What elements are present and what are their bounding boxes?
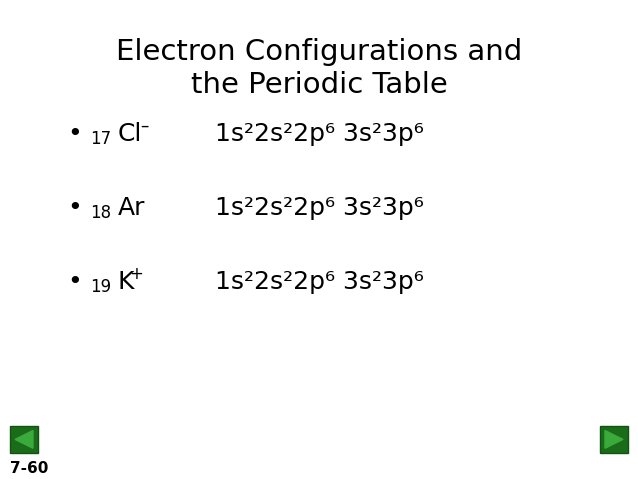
Text: 1s²2s²2p⁶ 3s²3p⁶: 1s²2s²2p⁶ 3s²3p⁶ bbox=[215, 196, 424, 220]
Text: Electron Configurations and: Electron Configurations and bbox=[116, 38, 522, 66]
Text: –: – bbox=[140, 117, 149, 135]
FancyBboxPatch shape bbox=[10, 425, 38, 453]
Text: 1s²2s²2p⁶ 3s²3p⁶: 1s²2s²2p⁶ 3s²3p⁶ bbox=[215, 270, 424, 294]
Polygon shape bbox=[15, 431, 33, 448]
Text: 17: 17 bbox=[90, 129, 111, 148]
FancyBboxPatch shape bbox=[600, 425, 628, 453]
Text: 18: 18 bbox=[90, 204, 111, 222]
Text: +: + bbox=[129, 265, 143, 283]
Text: Cl: Cl bbox=[118, 122, 142, 146]
Text: •: • bbox=[68, 196, 82, 220]
Text: 1s²2s²2p⁶ 3s²3p⁶: 1s²2s²2p⁶ 3s²3p⁶ bbox=[215, 122, 424, 146]
Text: •: • bbox=[68, 122, 82, 146]
Text: 19: 19 bbox=[90, 278, 111, 296]
Text: •: • bbox=[68, 270, 82, 294]
Text: K: K bbox=[118, 270, 135, 294]
Polygon shape bbox=[605, 431, 623, 448]
Text: Ar: Ar bbox=[118, 196, 145, 220]
Text: the Periodic Table: the Periodic Table bbox=[191, 71, 447, 99]
Text: 7-60: 7-60 bbox=[10, 461, 48, 476]
